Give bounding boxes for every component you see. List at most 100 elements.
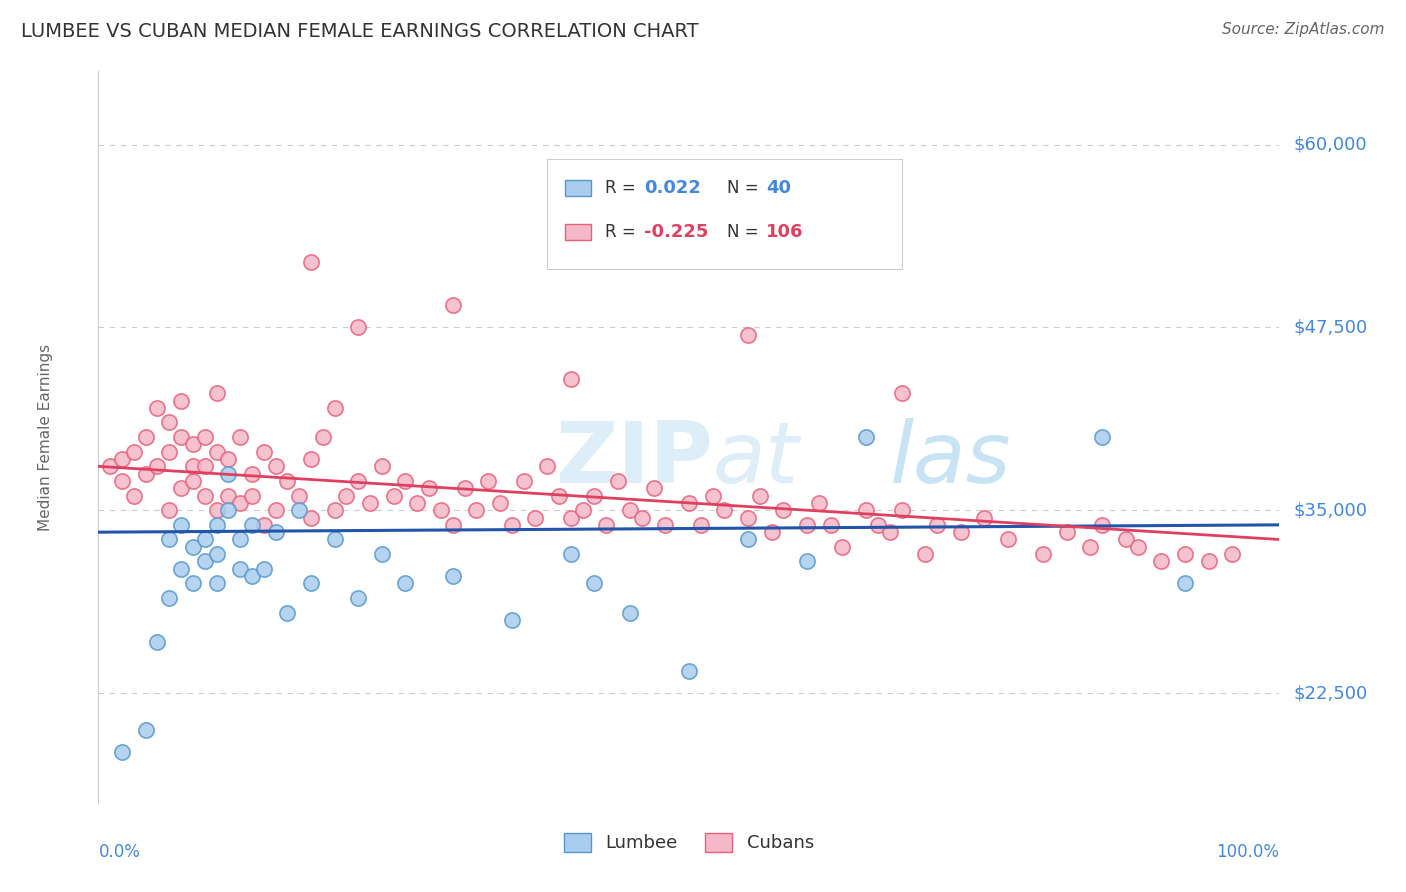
- Point: [347, 474, 370, 488]
- Point: [807, 496, 830, 510]
- Point: [181, 540, 204, 554]
- FancyBboxPatch shape: [547, 159, 901, 268]
- Point: [949, 525, 972, 540]
- Point: [205, 503, 228, 517]
- Point: [1220, 547, 1243, 561]
- Point: [831, 540, 853, 554]
- Text: N =: N =: [727, 223, 763, 241]
- Point: [619, 606, 641, 620]
- Point: [98, 459, 121, 474]
- Point: [135, 430, 157, 444]
- Point: [406, 496, 429, 510]
- Point: [229, 496, 252, 510]
- Point: [240, 569, 263, 583]
- Point: [299, 452, 322, 467]
- Point: [157, 533, 180, 547]
- Point: [359, 496, 381, 510]
- Point: [796, 554, 818, 568]
- Point: [229, 430, 252, 444]
- Text: las: las: [890, 417, 1011, 500]
- Point: [146, 635, 169, 649]
- Point: [217, 489, 239, 503]
- Point: [713, 503, 735, 517]
- Point: [299, 510, 322, 524]
- Text: ZIP: ZIP: [555, 417, 713, 500]
- Point: [194, 533, 217, 547]
- Point: [1150, 554, 1173, 568]
- Point: [122, 489, 145, 503]
- Text: Source: ZipAtlas.com: Source: ZipAtlas.com: [1222, 22, 1385, 37]
- Point: [170, 430, 193, 444]
- Text: LUMBEE VS CUBAN MEDIAN FEMALE EARNINGS CORRELATION CHART: LUMBEE VS CUBAN MEDIAN FEMALE EARNINGS C…: [21, 22, 699, 41]
- Point: [170, 517, 193, 532]
- FancyBboxPatch shape: [565, 224, 591, 240]
- Point: [205, 517, 228, 532]
- Point: [264, 525, 287, 540]
- Point: [205, 576, 228, 591]
- Point: [240, 467, 263, 481]
- Point: [737, 533, 759, 547]
- Point: [501, 517, 523, 532]
- Point: [194, 489, 217, 503]
- Point: [264, 503, 287, 517]
- Point: [312, 430, 335, 444]
- Point: [146, 401, 169, 415]
- Point: [1091, 517, 1114, 532]
- Point: [240, 489, 263, 503]
- Point: [111, 474, 134, 488]
- Point: [643, 481, 665, 495]
- Point: [288, 489, 311, 503]
- Point: [855, 430, 877, 444]
- Point: [347, 591, 370, 605]
- Point: [170, 481, 193, 495]
- Point: [737, 327, 759, 342]
- Point: [689, 517, 711, 532]
- Point: [194, 459, 217, 474]
- Point: [240, 517, 263, 532]
- Point: [170, 393, 193, 408]
- Point: [111, 745, 134, 759]
- Point: [135, 467, 157, 481]
- Point: [299, 254, 322, 268]
- Point: [276, 474, 298, 488]
- Point: [914, 547, 936, 561]
- Point: [288, 503, 311, 517]
- Point: [181, 437, 204, 451]
- Point: [890, 503, 912, 517]
- Point: [418, 481, 440, 495]
- Point: [583, 489, 606, 503]
- Text: $22,500: $22,500: [1294, 684, 1368, 702]
- Point: [229, 562, 252, 576]
- Point: [678, 664, 700, 678]
- Point: [441, 517, 464, 532]
- FancyBboxPatch shape: [565, 180, 591, 196]
- Point: [394, 474, 416, 488]
- Point: [489, 496, 512, 510]
- Point: [501, 613, 523, 627]
- Point: [264, 459, 287, 474]
- Point: [465, 503, 488, 517]
- Text: 0.022: 0.022: [644, 179, 702, 197]
- Point: [371, 459, 394, 474]
- Point: [560, 371, 582, 385]
- Text: 40: 40: [766, 179, 790, 197]
- Point: [1115, 533, 1137, 547]
- Text: R =: R =: [605, 223, 641, 241]
- Point: [441, 298, 464, 312]
- Point: [323, 503, 346, 517]
- Point: [524, 510, 547, 524]
- Point: [1056, 525, 1078, 540]
- Point: [157, 444, 180, 458]
- Point: [205, 547, 228, 561]
- Point: [441, 569, 464, 583]
- Point: [1126, 540, 1149, 554]
- Point: [595, 517, 617, 532]
- Point: [170, 562, 193, 576]
- Point: [678, 496, 700, 510]
- Point: [973, 510, 995, 524]
- Point: [619, 503, 641, 517]
- Text: 0.0%: 0.0%: [98, 843, 141, 861]
- Point: [1032, 547, 1054, 561]
- Point: [135, 723, 157, 737]
- Point: [761, 525, 783, 540]
